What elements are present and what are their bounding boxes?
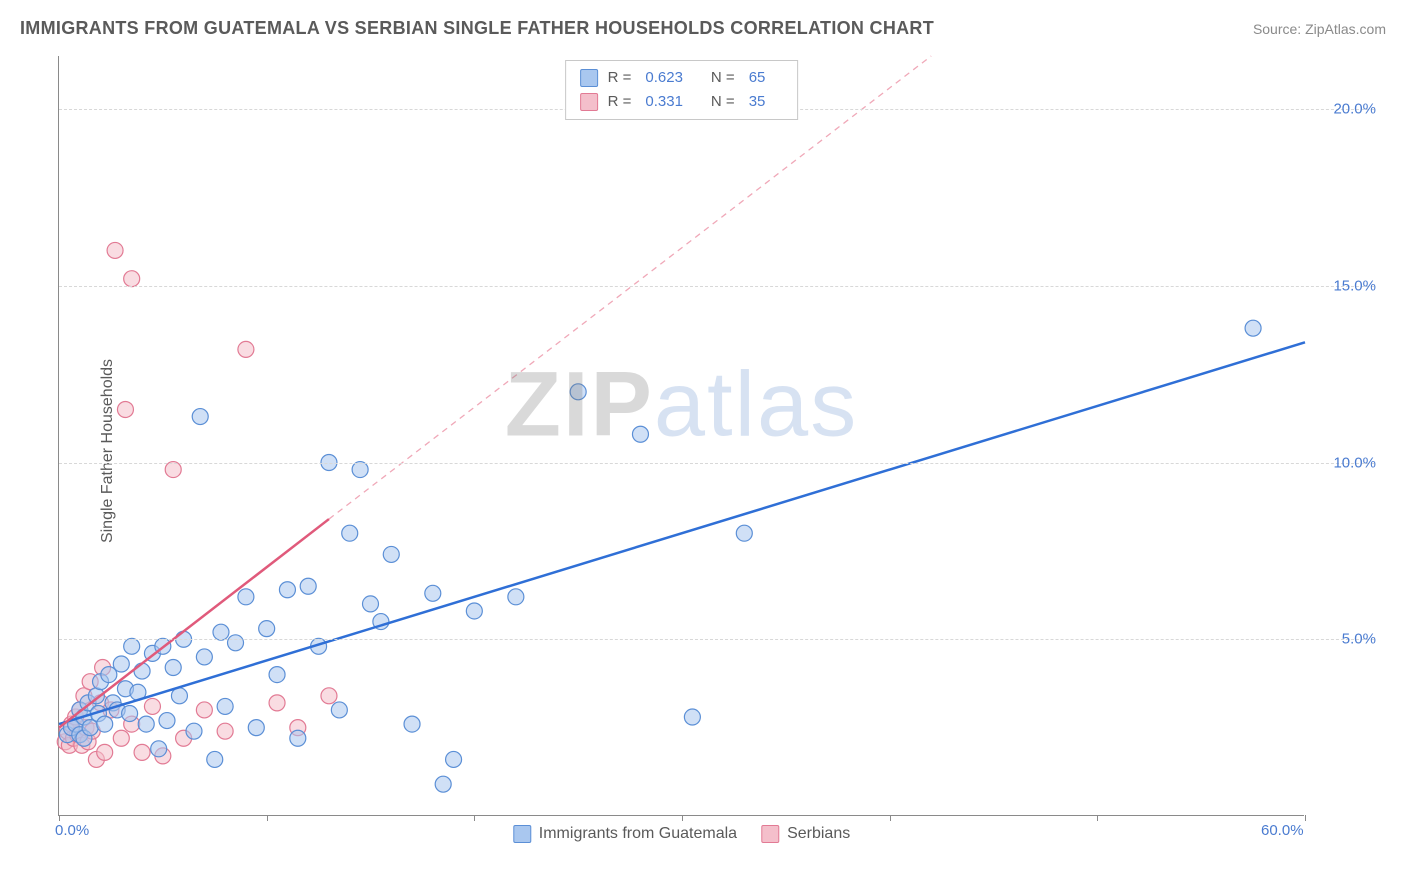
data-point — [279, 582, 295, 598]
data-point — [300, 578, 316, 594]
legend-series: Immigrants from Guatemala Serbians — [513, 825, 850, 843]
data-point — [446, 751, 462, 767]
data-point — [186, 723, 202, 739]
data-point — [165, 660, 181, 676]
data-point — [122, 705, 138, 721]
n-value: 65 — [749, 66, 766, 90]
data-point — [466, 603, 482, 619]
data-point — [207, 751, 223, 767]
data-point — [248, 720, 264, 736]
y-tick-label: 20.0% — [1312, 101, 1376, 118]
data-point — [570, 384, 586, 400]
data-point — [107, 242, 123, 258]
swatch-guatemala — [580, 69, 598, 87]
data-point — [425, 585, 441, 601]
y-tick-label: 5.0% — [1312, 631, 1376, 648]
data-point — [134, 744, 150, 760]
data-point — [171, 688, 187, 704]
data-point — [736, 525, 752, 541]
swatch-serbians — [580, 93, 598, 111]
data-point — [331, 702, 347, 718]
data-point — [342, 525, 358, 541]
chart-title: IMMIGRANTS FROM GUATEMALA VS SERBIAN SIN… — [20, 18, 934, 39]
data-point — [269, 695, 285, 711]
legend-item-guatemala: Immigrants from Guatemala — [513, 825, 737, 843]
data-point — [192, 409, 208, 425]
source-label: Source: ZipAtlas.com — [1253, 21, 1386, 37]
r-value: 0.623 — [645, 66, 683, 90]
x-tick-label: 0.0% — [55, 822, 89, 839]
header: IMMIGRANTS FROM GUATEMALA VS SERBIAN SIN… — [20, 18, 1386, 39]
data-point — [196, 649, 212, 665]
data-point — [363, 596, 379, 612]
data-point — [259, 621, 275, 637]
r-value: 0.331 — [645, 90, 683, 114]
scatter-svg — [59, 56, 1304, 815]
legend-row-guatemala: R = 0.623 N = 65 — [580, 66, 784, 90]
data-point — [97, 744, 113, 760]
data-point — [117, 401, 133, 417]
data-point — [632, 426, 648, 442]
data-point — [217, 723, 233, 739]
data-point — [508, 589, 524, 605]
data-point — [238, 589, 254, 605]
legend-label: Serbians — [787, 825, 850, 843]
data-point — [113, 730, 129, 746]
data-point — [269, 667, 285, 683]
data-point — [97, 716, 113, 732]
data-point — [238, 341, 254, 357]
data-point — [217, 698, 233, 714]
data-point — [383, 546, 399, 562]
legend-label: Immigrants from Guatemala — [539, 825, 737, 843]
data-point — [144, 698, 160, 714]
data-point — [196, 702, 212, 718]
y-tick-label: 15.0% — [1312, 277, 1376, 294]
data-point — [124, 638, 140, 654]
x-tick-label: 60.0% — [1261, 822, 1304, 839]
data-point — [290, 730, 306, 746]
data-point — [124, 271, 140, 287]
data-point — [228, 635, 244, 651]
plot-area: ZIPatlas R = 0.623 N = 65 R = 0.331 N = … — [58, 56, 1304, 816]
data-point — [321, 688, 337, 704]
n-value: 35 — [749, 90, 766, 114]
data-point — [684, 709, 700, 725]
data-point — [213, 624, 229, 640]
data-point — [138, 716, 154, 732]
data-point — [151, 741, 167, 757]
plot-container: Single Father Households ZIPatlas R = 0.… — [50, 56, 1390, 846]
data-point — [82, 720, 98, 736]
data-point — [404, 716, 420, 732]
legend-item-serbians: Serbians — [761, 825, 850, 843]
swatch-serbians — [761, 825, 779, 843]
data-point — [352, 462, 368, 478]
data-point — [159, 713, 175, 729]
data-point — [134, 663, 150, 679]
data-point — [1245, 320, 1261, 336]
swatch-guatemala — [513, 825, 531, 843]
legend-correlation: R = 0.623 N = 65 R = 0.331 N = 35 — [565, 60, 799, 120]
y-tick-label: 10.0% — [1312, 454, 1376, 471]
data-point — [435, 776, 451, 792]
legend-row-serbians: R = 0.331 N = 35 — [580, 90, 784, 114]
data-point — [165, 462, 181, 478]
data-point — [113, 656, 129, 672]
